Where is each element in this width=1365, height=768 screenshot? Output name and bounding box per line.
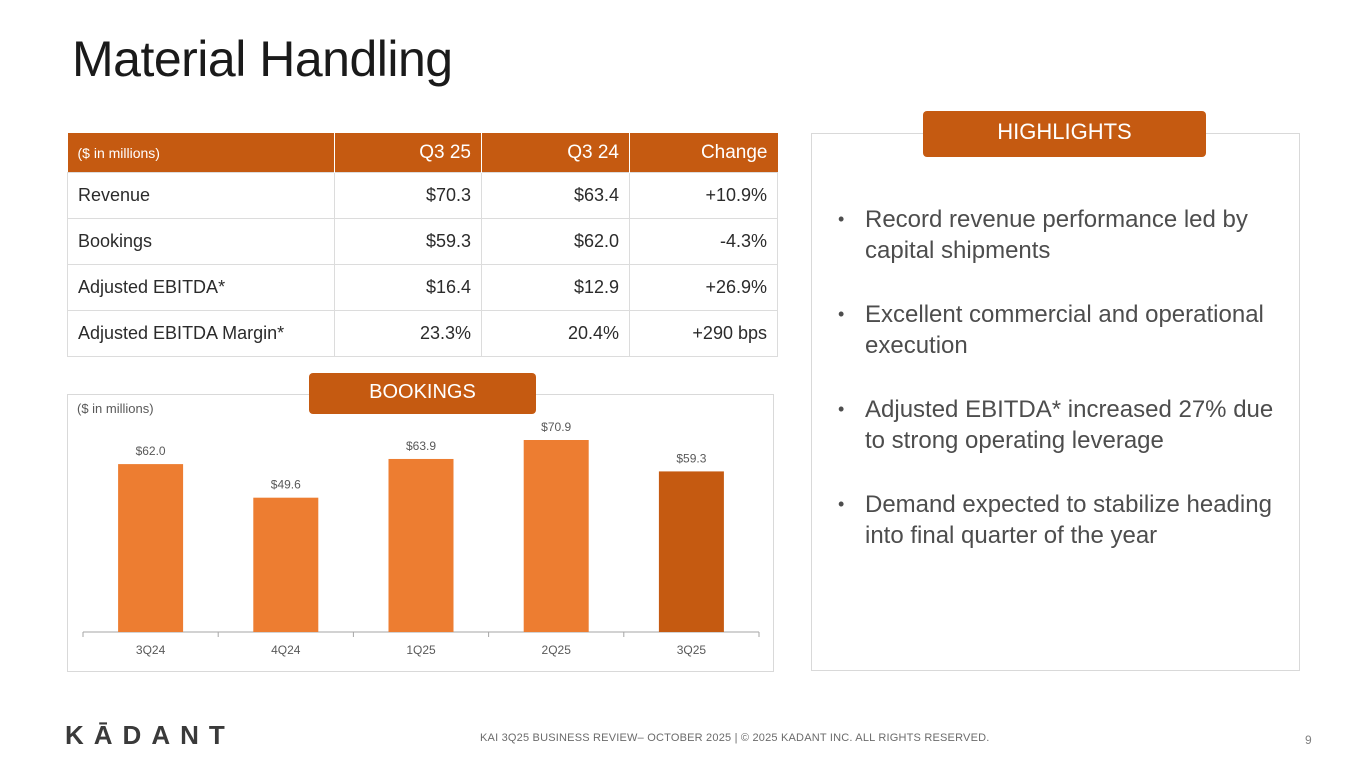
header-q3-25: Q3 25	[334, 133, 482, 173]
footer-text: KAI 3Q25 BUSINESS REVIEW– OCTOBER 2025 |…	[480, 732, 990, 744]
bookings-chart: $62.0 3Q24 $49.6 4Q24 $63.9 1Q25 $70.9 2Q25 $59.…	[82, 420, 760, 657]
highlights-list: • Record revenue performance led by capit…	[838, 204, 1288, 584]
tick-label: 1Q25	[406, 643, 436, 657]
chart-units-label: ($ in millions)	[77, 401, 154, 416]
cell-q3-25: $59.3	[334, 218, 482, 265]
cell-q3-24: $63.4	[481, 172, 630, 219]
cell-q3-25: $16.4	[334, 264, 482, 311]
bullet-icon: •	[838, 209, 845, 229]
bullet-icon: •	[838, 304, 845, 324]
header-change: Change	[629, 133, 778, 173]
highlight-text: Demand expected to stabilize heading int…	[865, 491, 1272, 549]
cell-change: +290 bps	[629, 310, 778, 357]
table-row: Revenue $70.3 $63.4 +10.9%	[67, 172, 778, 219]
table-header-row: ($ in millions) Q3 25 Q3 24 Change	[67, 133, 778, 173]
row-label: Bookings	[67, 218, 335, 265]
table-row: Adjusted EBITDA* $16.4 $12.9 +26.9%	[67, 264, 778, 311]
tick-label: 2Q25	[542, 643, 572, 657]
list-item: • Demand expected to stabilize heading in…	[838, 489, 1288, 551]
highlight-text: Excellent commercial and operational exe…	[865, 301, 1264, 359]
cell-change: +26.9%	[629, 264, 778, 311]
page-title: Material Handling	[72, 31, 453, 87]
data-label: $70.9	[541, 420, 571, 434]
header-units: ($ in millions)	[67, 133, 335, 173]
list-item: • Adjusted EBITDA* increased 27% due to s…	[838, 394, 1288, 456]
row-label: Adjusted EBITDA*	[67, 264, 335, 311]
row-label: Revenue	[67, 172, 335, 219]
table-row: Adjusted EBITDA Margin* 23.3% 20.4% +290…	[67, 310, 778, 357]
data-label: $59.3	[676, 451, 706, 465]
data-label: $63.9	[406, 439, 436, 453]
cell-q3-24: $62.0	[481, 218, 630, 265]
bar-4q24	[253, 497, 319, 632]
tick-label: 3Q24	[136, 643, 166, 657]
cell-change: -4.3%	[629, 218, 778, 265]
highlight-text: Record revenue performance led by capita…	[865, 206, 1248, 264]
data-label: $49.6	[271, 478, 301, 492]
table-row: Bookings $59.3 $62.0 -4.3%	[67, 218, 778, 265]
bar-2q25	[523, 440, 589, 632]
bookings-label: BOOKINGS	[309, 373, 536, 414]
highlights-label: HIGHLIGHTS	[923, 111, 1206, 157]
highlight-text: Adjusted EBITDA* increased 27% due to st…	[865, 396, 1274, 454]
header-q3-24: Q3 24	[481, 133, 630, 173]
kadant-logo: KĀDANT	[65, 720, 235, 750]
financial-table: ($ in millions) Q3 25 Q3 24 Change Reven…	[67, 133, 778, 357]
data-label: $62.0	[136, 444, 166, 458]
cell-change: +10.9%	[629, 172, 778, 219]
cell-q3-24: $12.9	[481, 264, 630, 311]
bar-3q24	[118, 464, 184, 632]
page-number: 9	[1305, 733, 1312, 747]
cell-q3-24: 20.4%	[481, 310, 630, 357]
cell-q3-25: 23.3%	[334, 310, 482, 357]
list-item: • Record revenue performance led by capit…	[838, 204, 1288, 266]
bullet-icon: •	[838, 399, 845, 419]
bullet-icon: •	[838, 494, 845, 514]
row-label: Adjusted EBITDA Margin*	[67, 310, 335, 357]
tick-label: 3Q25	[677, 643, 707, 657]
list-item: • Excellent commercial and operational ex…	[838, 299, 1288, 361]
tick-label: 4Q24	[271, 643, 301, 657]
bar-3q25	[658, 471, 724, 632]
cell-q3-25: $70.3	[334, 172, 482, 219]
bar-1q25	[388, 458, 454, 632]
